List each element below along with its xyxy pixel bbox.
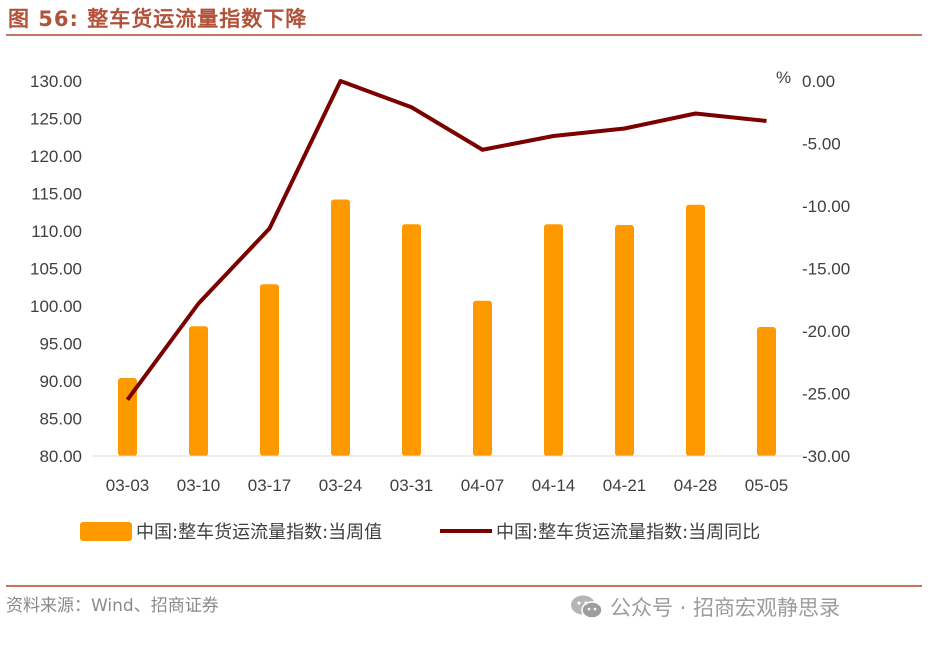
x-axis: 03-03 03-10 03-17 03-24 03-31 04-07 04-14 04-21… bbox=[106, 476, 788, 495]
left-tick-label: 80.00 bbox=[39, 447, 82, 466]
legend-line-swatch bbox=[440, 529, 492, 533]
bar bbox=[686, 204, 705, 456]
bar bbox=[331, 199, 350, 456]
bar bbox=[260, 284, 279, 456]
x-tick-label: 03-31 bbox=[390, 476, 433, 495]
watermark-text: 公众号 · 招商宏观静思录 bbox=[610, 596, 841, 620]
x-tick-label: 04-28 bbox=[674, 476, 717, 495]
wechat-icon bbox=[571, 595, 603, 619]
left-tick-label: 95.00 bbox=[39, 335, 82, 354]
title-divider bbox=[6, 34, 922, 36]
x-tick-label: 04-21 bbox=[603, 476, 646, 495]
bar-series bbox=[118, 199, 776, 456]
right-tick-label: -20.00 bbox=[802, 322, 850, 341]
x-tick-label: 04-07 bbox=[461, 476, 504, 495]
bar bbox=[402, 224, 421, 456]
legend-label-weekly-value: 中国:整车货运流量指数:当周值 bbox=[136, 522, 383, 543]
right-tick-label: -10.00 bbox=[802, 197, 850, 216]
bar bbox=[118, 378, 137, 456]
source-note: 资料来源：Wind、招商证券 bbox=[6, 596, 219, 616]
bar bbox=[757, 327, 776, 456]
line-series bbox=[125, 79, 767, 401]
x-tick-label: 03-17 bbox=[248, 476, 291, 495]
legend-bar-swatch bbox=[80, 521, 132, 541]
right-axis-unit: % bbox=[776, 68, 791, 87]
left-tick-label: 120.00 bbox=[30, 147, 82, 166]
legend-item-weekly-yoy: 中国:整车货运流量指数:当周同比 bbox=[440, 516, 760, 546]
right-tick-label: -15.00 bbox=[802, 260, 850, 279]
footer-divider bbox=[6, 585, 922, 587]
bar bbox=[544, 224, 563, 456]
bar bbox=[189, 326, 208, 456]
left-axis: 80.00 85.00 90.00 95.00 100.00 105.00 110.00 11… bbox=[30, 72, 82, 466]
left-tick-label: 105.00 bbox=[30, 260, 82, 279]
right-axis: -30.00 -25.00 -20.00 -15.00 -10.00 -5.00 0.00 bbox=[802, 72, 850, 466]
left-tick-label: 125.00 bbox=[30, 110, 82, 129]
x-tick-label: 03-10 bbox=[177, 476, 220, 495]
x-tick-label: 04-14 bbox=[532, 476, 575, 495]
right-tick-label: 0.00 bbox=[802, 72, 835, 91]
left-tick-label: 85.00 bbox=[39, 410, 82, 429]
figure-title: 图 56: 整车货运流量指数下降 bbox=[8, 7, 308, 31]
left-tick-label: 130.00 bbox=[30, 72, 82, 91]
bar bbox=[615, 225, 634, 456]
left-tick-label: 110.00 bbox=[31, 222, 82, 241]
left-tick-label: 90.00 bbox=[39, 372, 82, 391]
x-tick-label: 05-05 bbox=[745, 476, 788, 495]
x-tick-label: 03-24 bbox=[319, 476, 362, 495]
x-tick-label: 03-03 bbox=[106, 476, 149, 495]
right-tick-label: -5.00 bbox=[802, 135, 841, 154]
chart: 80.00 85.00 90.00 95.00 100.00 105.00 110.00 11… bbox=[30, 68, 850, 495]
right-tick-label: -30.00 bbox=[802, 447, 850, 466]
watermark: 公众号 · 招商宏观静思录 bbox=[570, 592, 840, 622]
left-tick-label: 115.00 bbox=[31, 185, 82, 204]
left-tick-label: 100.00 bbox=[30, 297, 82, 316]
right-tick-label: -25.00 bbox=[802, 385, 850, 404]
legend-label-weekly-yoy: 中国:整车货运流量指数:当周同比 bbox=[496, 522, 761, 543]
bar bbox=[473, 300, 492, 456]
legend-item-weekly-value: 中国:整车货运流量指数:当周值 bbox=[80, 516, 382, 546]
